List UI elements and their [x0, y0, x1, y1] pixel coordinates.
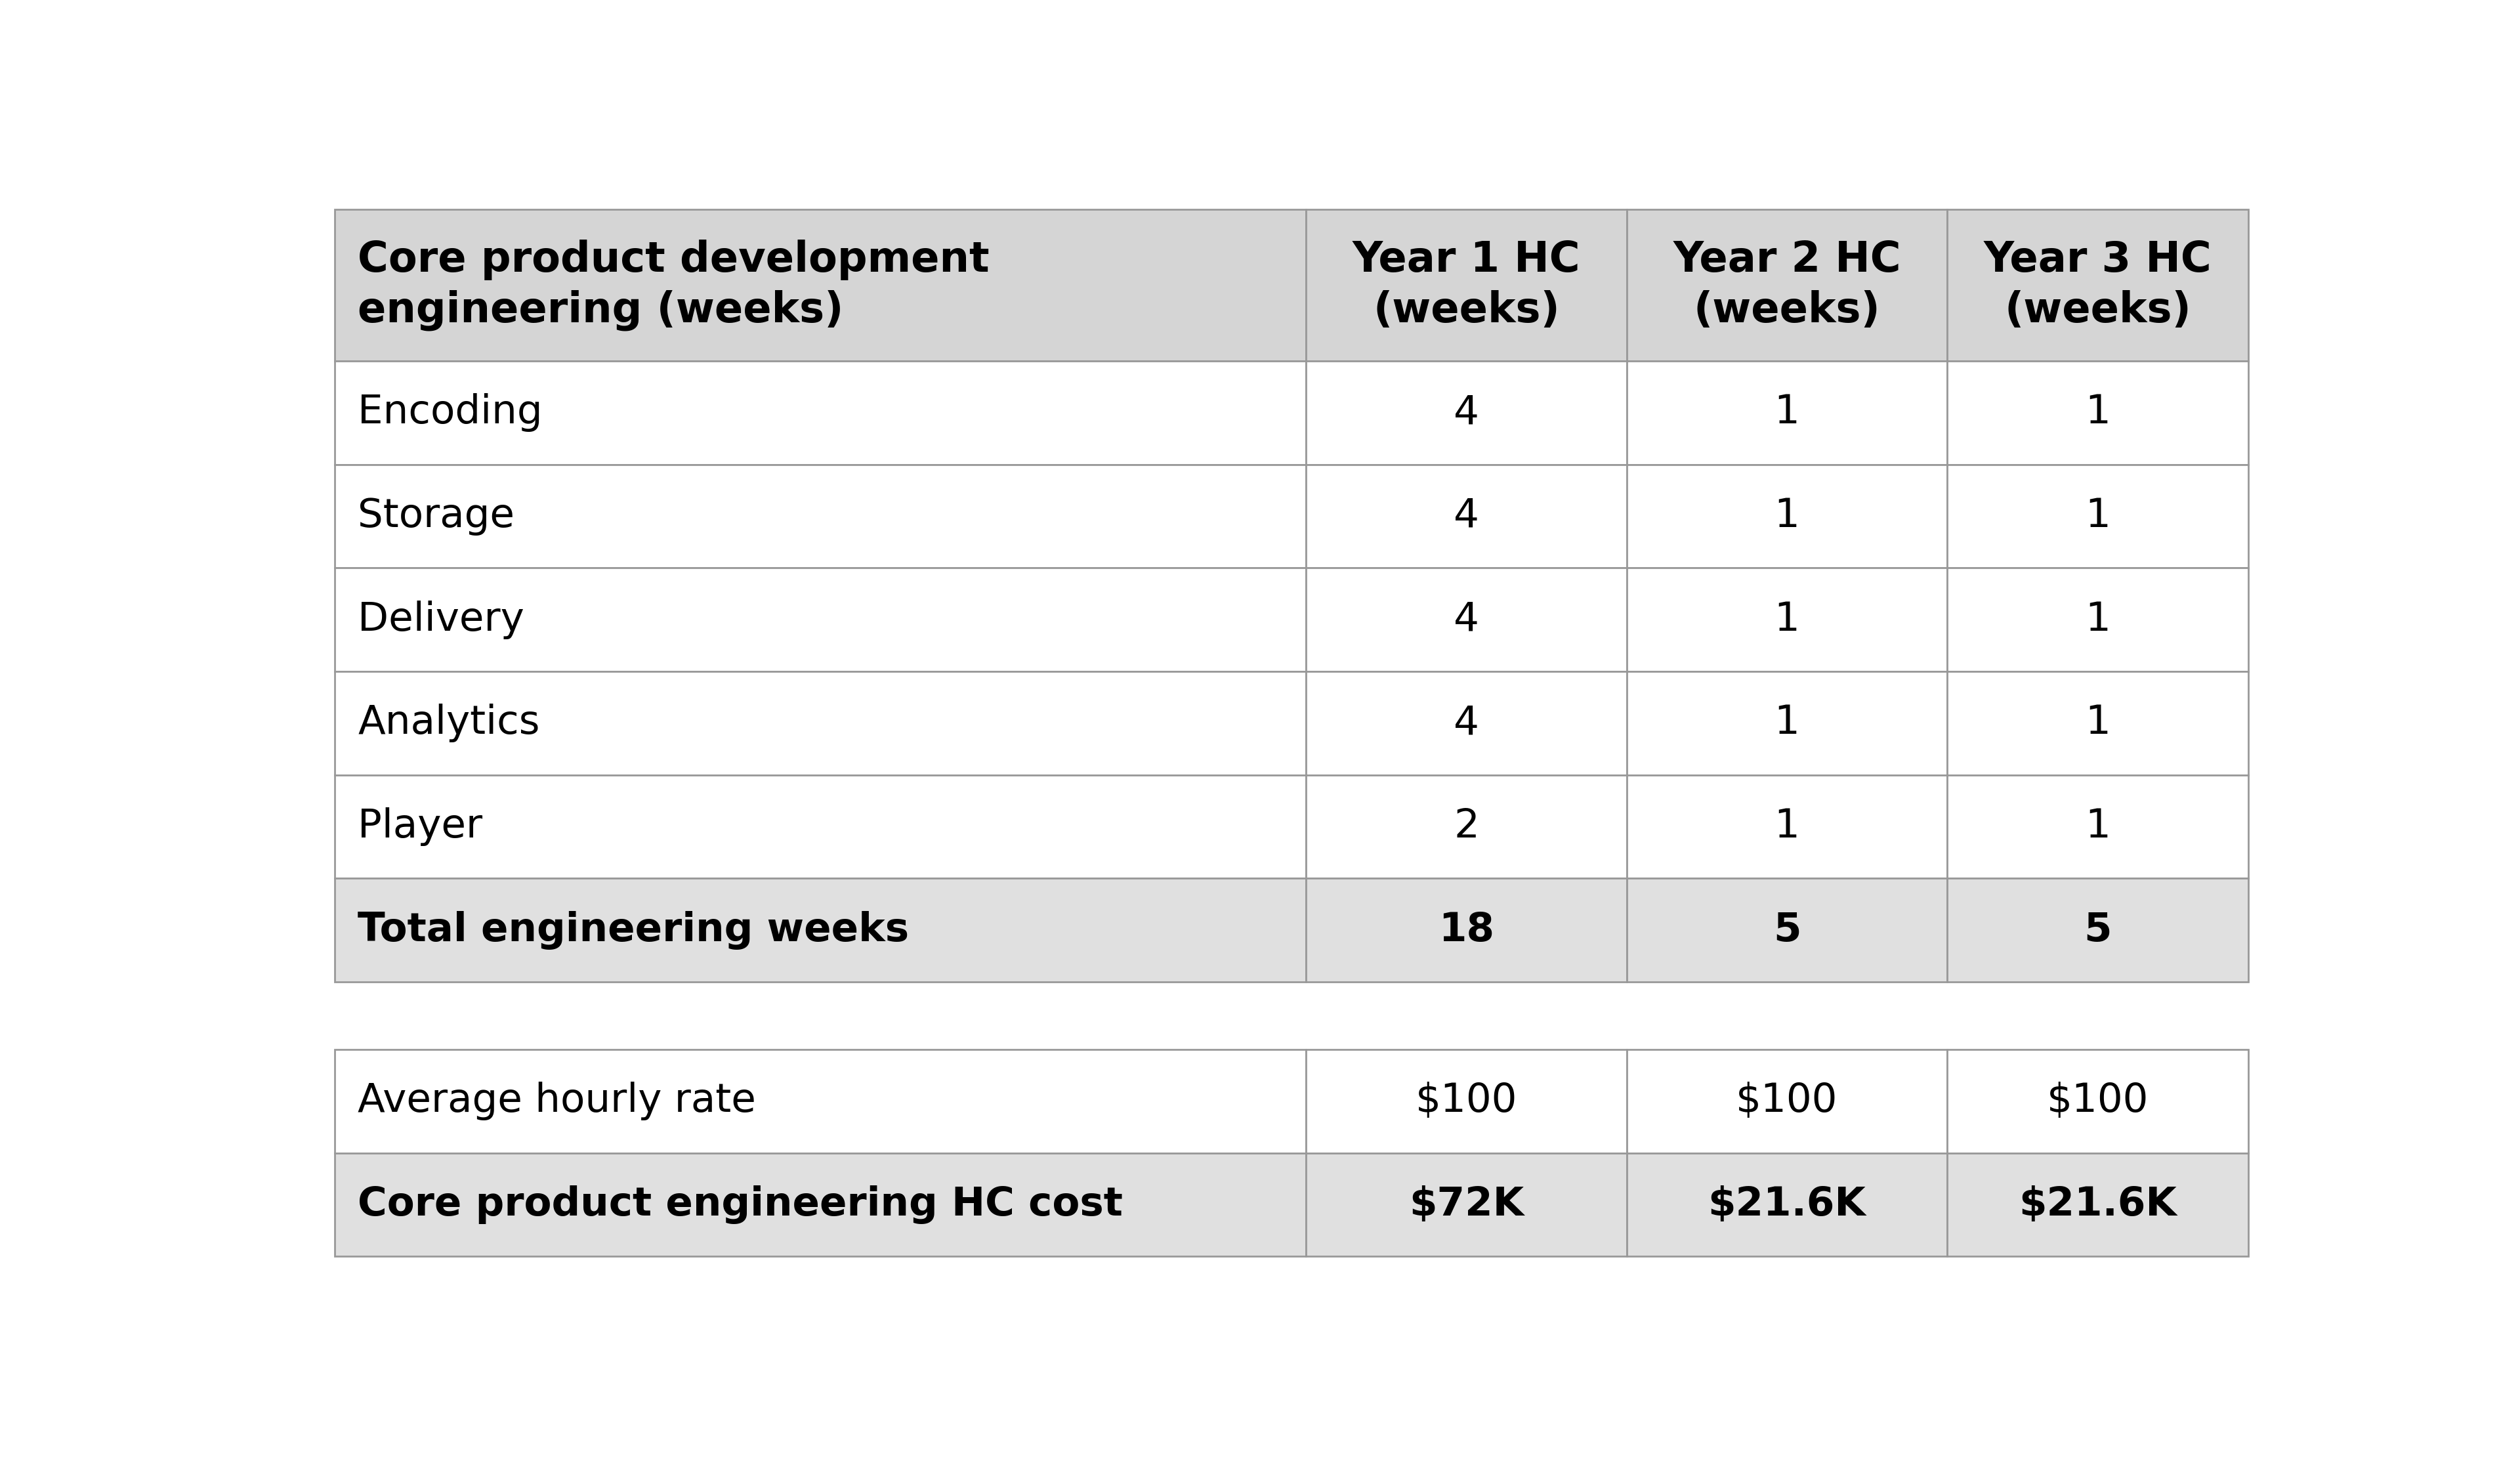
Text: Total engineering weeks: Total engineering weeks [358, 910, 910, 950]
Bar [1948, 465, 2248, 568]
Text: $100: $100 [1736, 1081, 1837, 1121]
Bar [1305, 465, 1628, 568]
Text: Player: Player [358, 808, 484, 846]
Bar [1628, 774, 1948, 878]
Text: Delivery: Delivery [358, 600, 524, 638]
Text: 5: 5 [2084, 910, 2112, 950]
Text: $72K: $72K [1409, 1185, 1525, 1224]
Bar [1305, 1049, 1628, 1153]
Text: Year 3 HC
(weeks): Year 3 HC (weeks) [1983, 240, 2213, 330]
Text: Storage: Storage [358, 497, 514, 536]
Bar [1305, 672, 1628, 774]
Text: 1: 1 [2084, 600, 2112, 638]
Text: Core product development
engineering (weeks): Core product development engineering (we… [358, 240, 990, 330]
Text: 5: 5 [1774, 910, 1802, 950]
Text: 1: 1 [1774, 393, 1799, 432]
Bar [1628, 465, 1948, 568]
Bar [1628, 878, 1948, 982]
Bar [1948, 209, 2248, 361]
Bar [335, 465, 1305, 568]
Bar [1948, 774, 2248, 878]
Text: 2: 2 [1454, 808, 1479, 846]
Text: Encoding: Encoding [358, 393, 542, 432]
Bar [335, 209, 1305, 361]
Text: $100: $100 [1416, 1081, 1517, 1121]
Text: 18: 18 [1439, 910, 1494, 950]
Bar [335, 774, 1305, 878]
Bar [1948, 1153, 2248, 1256]
Text: 1: 1 [2084, 704, 2112, 742]
Text: 4: 4 [1454, 497, 1479, 536]
Text: 1: 1 [1774, 704, 1799, 742]
Text: 1: 1 [1774, 600, 1799, 638]
Bar [1305, 1153, 1628, 1256]
Text: 1: 1 [2084, 497, 2112, 536]
Text: 1: 1 [1774, 808, 1799, 846]
Bar [335, 878, 1305, 982]
Text: 4: 4 [1454, 600, 1479, 638]
Bar [1305, 568, 1628, 672]
Bar [1948, 878, 2248, 982]
Text: Core product engineering HC cost: Core product engineering HC cost [358, 1185, 1124, 1224]
Bar [1628, 672, 1948, 774]
Bar [1628, 1153, 1948, 1256]
Bar [1628, 1049, 1948, 1153]
Text: Analytics: Analytics [358, 704, 539, 742]
Bar [1948, 361, 2248, 465]
Bar [1628, 361, 1948, 465]
Text: 4: 4 [1454, 704, 1479, 742]
Bar [1628, 209, 1948, 361]
Bar [1948, 672, 2248, 774]
Bar [335, 672, 1305, 774]
Bar [335, 1153, 1305, 1256]
Bar [1305, 878, 1628, 982]
Text: $21.6K: $21.6K [2019, 1185, 2177, 1224]
Text: Year 1 HC
(weeks): Year 1 HC (weeks) [1353, 240, 1580, 330]
Text: 1: 1 [2084, 808, 2112, 846]
Text: 1: 1 [1774, 497, 1799, 536]
Bar [1948, 568, 2248, 672]
Text: 1: 1 [2084, 393, 2112, 432]
Bar [1948, 1049, 2248, 1153]
Bar [1305, 361, 1628, 465]
Bar [1305, 209, 1628, 361]
Bar [335, 361, 1305, 465]
Bar [1305, 774, 1628, 878]
Text: $100: $100 [2046, 1081, 2150, 1121]
Text: Year 2 HC
(weeks): Year 2 HC (weeks) [1673, 240, 1900, 330]
Bar [1628, 568, 1948, 672]
Text: $21.6K: $21.6K [1709, 1185, 1865, 1224]
Text: Average hourly rate: Average hourly rate [358, 1081, 756, 1121]
Bar [335, 1049, 1305, 1153]
Text: 4: 4 [1454, 393, 1479, 432]
Bar [335, 568, 1305, 672]
